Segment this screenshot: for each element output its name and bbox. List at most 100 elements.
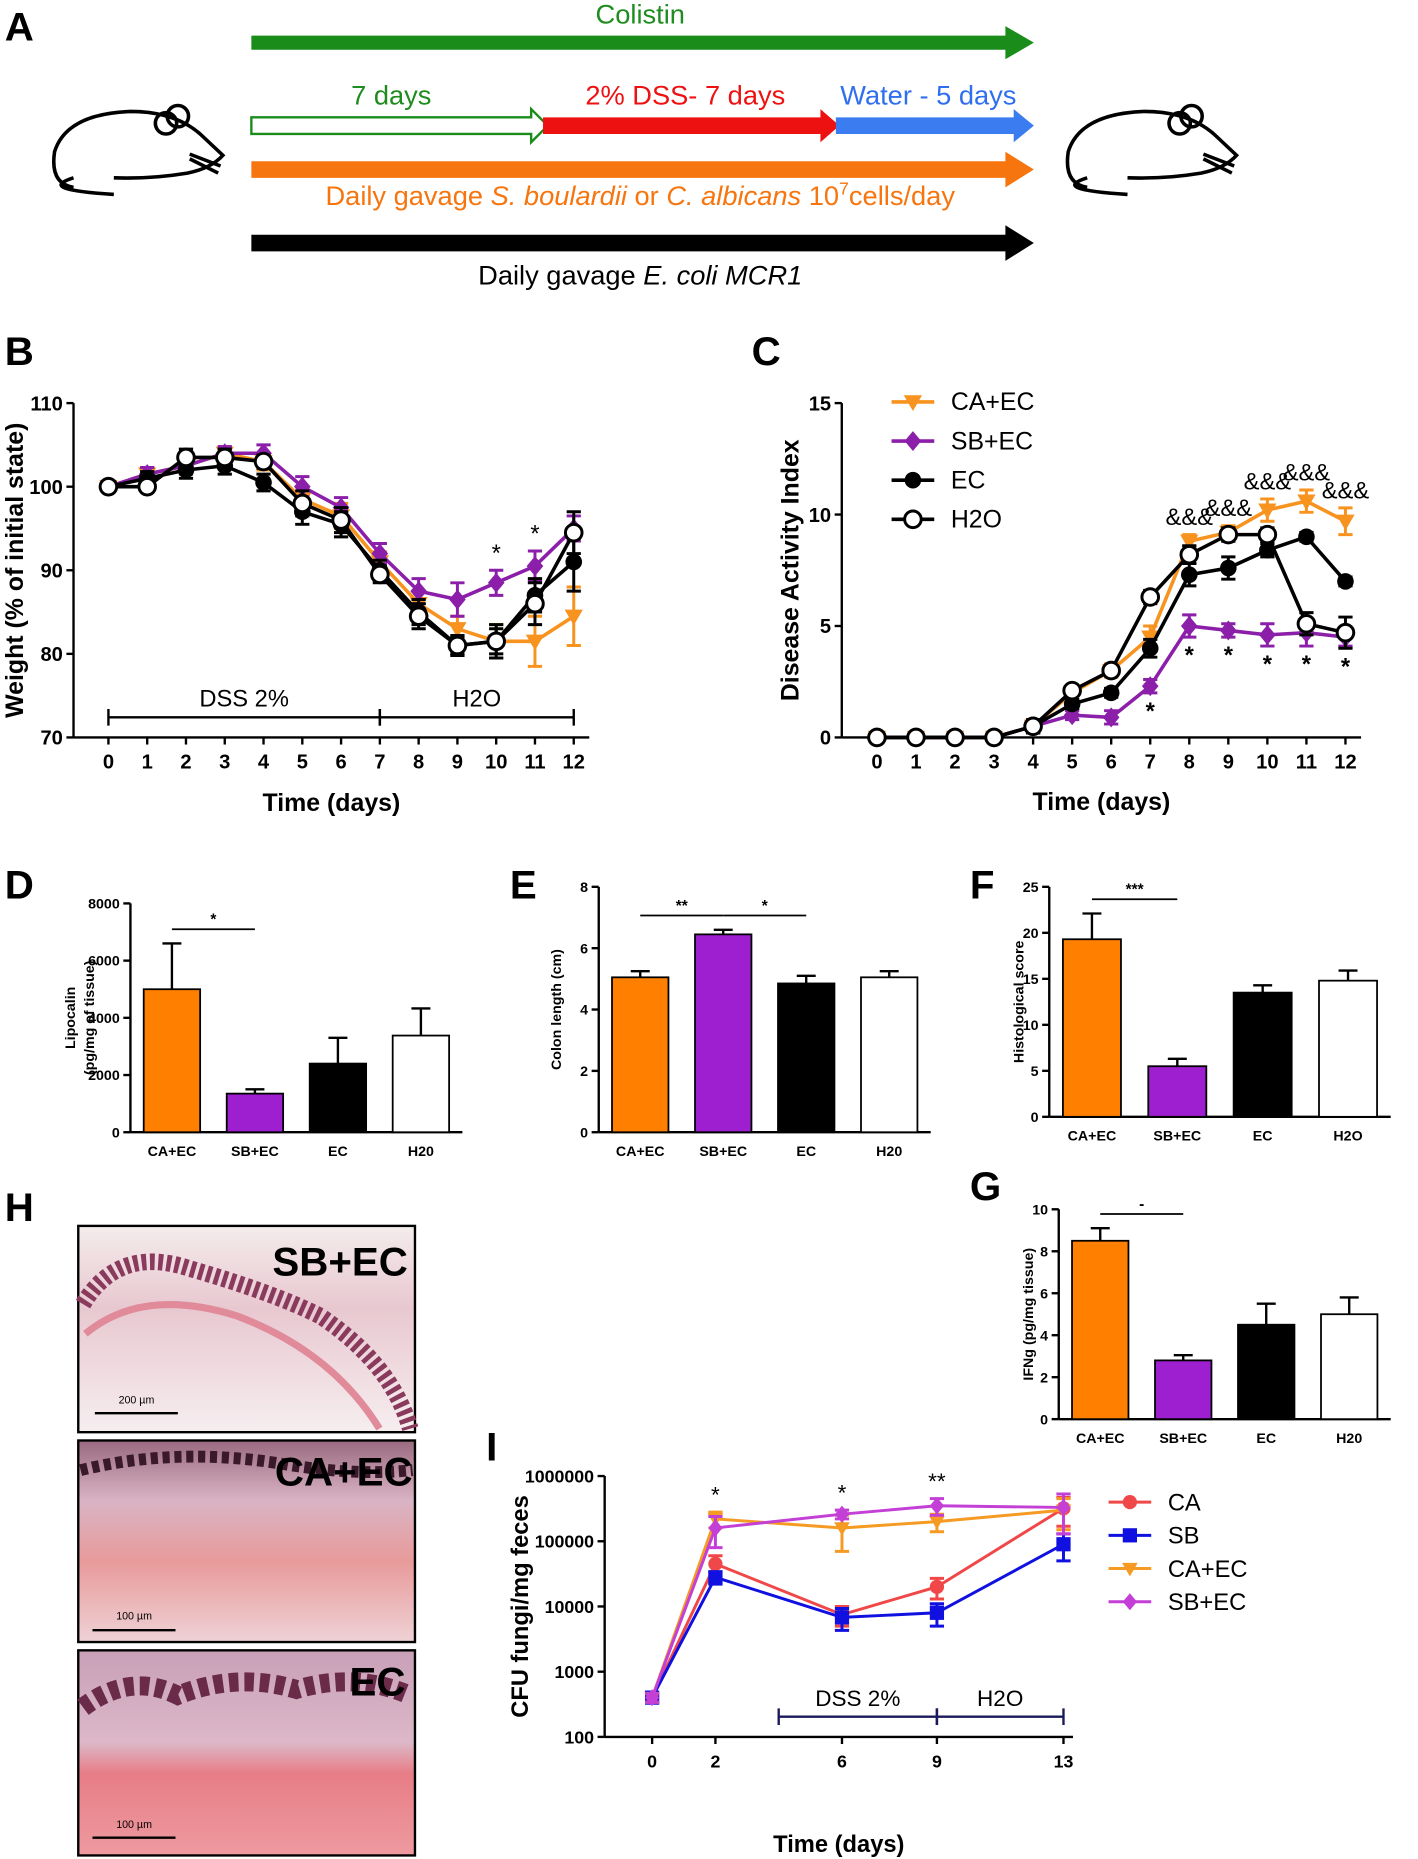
period-label: H2O xyxy=(452,687,501,713)
y-tick-label: 0 xyxy=(580,1125,588,1141)
annotation: &&& xyxy=(1283,461,1331,487)
x-tick-label: 13 xyxy=(1054,1752,1074,1772)
marker xyxy=(487,572,505,593)
marker xyxy=(1122,1495,1137,1510)
error-bar xyxy=(1082,912,1102,940)
marker xyxy=(1141,639,1159,657)
error-bar xyxy=(1256,1302,1276,1325)
marker xyxy=(565,553,583,571)
bar xyxy=(1320,1313,1379,1421)
x-tick-label: EC xyxy=(1256,1431,1276,1447)
error-bar xyxy=(879,969,899,978)
panel-label: G xyxy=(970,1164,1001,1209)
text-part: E. coli MCR1 xyxy=(643,260,802,291)
x-tick-label: EC xyxy=(328,1144,348,1160)
marker xyxy=(708,1570,723,1585)
x-tick-label: 8 xyxy=(1184,751,1195,773)
y-axis-label: Disease Activity Index xyxy=(777,439,805,701)
x-tick-label: 12 xyxy=(1334,751,1356,773)
y-axis-label: Lipocalin xyxy=(63,987,79,1049)
scale-bar-label: 200 µm xyxy=(119,1395,155,1407)
bar xyxy=(308,1062,368,1134)
y-tick-label: 10000 xyxy=(545,1597,595,1617)
marker xyxy=(1180,566,1198,584)
marker xyxy=(137,476,157,497)
y-tick-label: 70 xyxy=(40,728,62,750)
period-label: H2O xyxy=(977,1686,1023,1711)
annotation: &&& xyxy=(1166,505,1214,531)
bar xyxy=(777,982,836,1134)
marker xyxy=(1122,1593,1137,1611)
marker xyxy=(1180,616,1198,636)
y-tick-label: 6 xyxy=(1040,1286,1048,1302)
y-tick-label: 4000 xyxy=(88,1011,120,1027)
x-tick-label: 4 xyxy=(1028,751,1040,773)
x-tick-label: 0 xyxy=(103,751,114,773)
marker xyxy=(903,395,923,412)
error-bar xyxy=(713,928,733,935)
significance-label: - xyxy=(1139,1196,1144,1213)
panel-label: A xyxy=(5,4,34,49)
marker xyxy=(1259,624,1276,645)
marker xyxy=(1257,524,1278,545)
series-line xyxy=(108,455,576,648)
text-part: Daily gavage xyxy=(478,260,643,291)
x-tick-label: CA+EC xyxy=(1068,1129,1117,1145)
x-tick-label: 7 xyxy=(1145,751,1156,773)
marker xyxy=(1258,503,1277,520)
y-axis-label: Colon length (cm) xyxy=(549,949,565,1070)
annotation: * xyxy=(1341,654,1351,680)
marker xyxy=(331,510,351,530)
x-tick-label: 6 xyxy=(335,751,346,773)
tissue xyxy=(77,1672,415,1715)
histology: SB+EC 200 µm CA+EC 100 µm EC 100 µm xyxy=(75,1224,419,1857)
annotation: * xyxy=(838,1481,847,1506)
text-part: or xyxy=(627,180,666,211)
x-tick-label: 4 xyxy=(258,751,270,773)
timeline-label: Daily gavage E. coli MCR1 xyxy=(478,260,802,291)
y-tick-label: 2000 xyxy=(88,1068,120,1084)
bar xyxy=(860,976,919,1134)
marker xyxy=(525,634,545,651)
y-tick-label: 90 xyxy=(40,561,62,583)
error-bar xyxy=(1253,984,1273,993)
y-tick-label: 10 xyxy=(809,505,831,527)
marker xyxy=(834,1505,850,1523)
y-tick-label: 8 xyxy=(580,880,588,896)
annotation: ** xyxy=(928,1469,946,1494)
scale-bar-label: 100 µm xyxy=(116,1819,152,1831)
series-line xyxy=(650,1508,1064,1699)
significance-label: * xyxy=(210,911,216,928)
arrow xyxy=(251,225,1034,261)
x-tick-label: SB+EC xyxy=(231,1144,279,1160)
y-axis-label: (pg/mg of tissue) xyxy=(82,960,98,1075)
error-bar xyxy=(1339,1296,1359,1315)
marker xyxy=(1101,660,1121,681)
annotation: * xyxy=(1146,699,1156,725)
y-axis-label: Histological score xyxy=(1011,940,1027,1063)
marker xyxy=(904,471,922,489)
mouse-icon xyxy=(52,103,226,197)
y-tick-label: 4 xyxy=(1040,1328,1048,1344)
marker xyxy=(486,631,506,652)
x-tick-label: 1 xyxy=(142,751,153,773)
marker xyxy=(447,635,468,656)
marker xyxy=(292,493,313,514)
text-part: cells/day xyxy=(849,180,955,211)
legend-label: CA xyxy=(1168,1490,1201,1516)
marker xyxy=(834,1522,850,1536)
annotation: * xyxy=(1185,643,1195,669)
y-tick-label: 6000 xyxy=(88,954,120,970)
y-tick-label: 1000000 xyxy=(525,1466,594,1486)
x-tick-label: SB+EC xyxy=(1153,1129,1201,1145)
x-tick-label: H2O xyxy=(1333,1129,1362,1145)
panel-label: I xyxy=(486,1425,497,1470)
y-tick-label: 5 xyxy=(820,616,831,638)
bar xyxy=(1154,1359,1213,1421)
marker xyxy=(1220,559,1237,577)
y-tick-label: 10 xyxy=(1032,1202,1048,1218)
series-line xyxy=(876,534,1347,740)
y-tick-label: 100 xyxy=(564,1727,594,1747)
significance-label: * xyxy=(762,898,768,915)
y-axis-label: CFU fungi/mg feces xyxy=(508,1495,534,1718)
